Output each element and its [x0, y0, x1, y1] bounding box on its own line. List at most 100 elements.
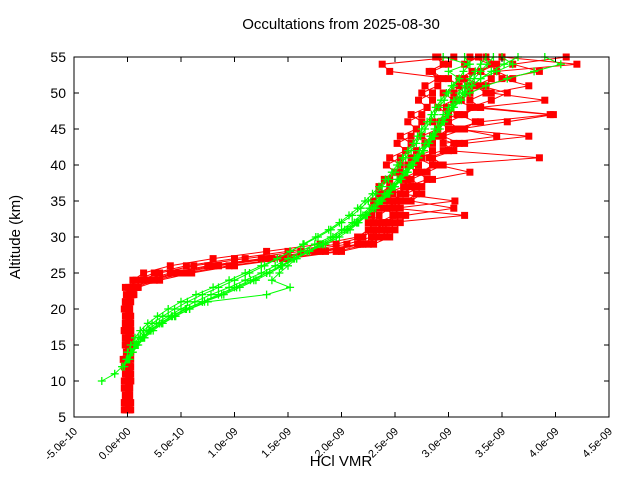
plus-marker	[230, 283, 239, 292]
plus-marker	[230, 276, 239, 285]
square-marker	[525, 132, 533, 140]
plus-marker	[447, 81, 456, 90]
plus-marker	[262, 290, 271, 299]
plus-marker	[324, 225, 333, 234]
square-marker	[389, 211, 397, 219]
x-tick-label: 5.0e-10	[152, 426, 187, 461]
square-marker	[412, 125, 420, 133]
plus-marker	[409, 161, 418, 169]
square-marker	[215, 262, 222, 270]
plus-marker	[427, 110, 436, 119]
square-marker	[450, 139, 458, 147]
square-marker	[396, 190, 404, 198]
square-marker	[150, 276, 158, 284]
square-marker	[156, 269, 164, 277]
square-marker	[368, 233, 375, 241]
profile-line	[123, 56, 494, 367]
plus-marker	[139, 326, 148, 335]
square-marker	[182, 262, 190, 270]
square-marker	[343, 240, 351, 248]
square-marker	[429, 147, 436, 155]
square-marker	[450, 125, 458, 133]
square-marker	[439, 75, 447, 83]
square-marker	[156, 276, 164, 284]
square-marker	[127, 377, 135, 385]
square-marker	[573, 60, 581, 68]
square-marker	[404, 118, 412, 126]
square-marker	[487, 89, 495, 97]
plus-marker	[413, 132, 422, 141]
square-marker	[423, 168, 431, 176]
plus-marker	[353, 204, 362, 213]
square-marker	[126, 327, 134, 335]
plus-marker	[170, 305, 179, 313]
square-marker	[402, 175, 410, 183]
square-marker	[439, 132, 447, 140]
square-marker	[429, 67, 436, 75]
square-marker	[461, 139, 469, 147]
square-marker	[391, 226, 399, 234]
x-tick-label: 0.0e+00	[97, 426, 134, 463]
square-marker	[429, 89, 436, 97]
square-marker	[257, 255, 265, 263]
square-marker	[241, 255, 249, 263]
plus-marker	[468, 81, 476, 90]
square-marker	[429, 96, 436, 104]
square-marker	[525, 82, 533, 90]
square-marker	[434, 82, 442, 90]
plus-marker	[444, 67, 453, 76]
y-tick-label: 10	[50, 373, 66, 389]
plus-marker	[155, 319, 164, 328]
plus-marker	[508, 60, 517, 69]
square-marker	[370, 219, 378, 227]
plus-marker	[377, 197, 386, 205]
square-marker	[225, 262, 233, 270]
square-marker	[209, 255, 217, 263]
square-marker	[535, 67, 543, 75]
square-marker	[386, 197, 394, 205]
square-marker	[364, 226, 372, 234]
square-marker	[487, 75, 495, 83]
square-marker	[126, 399, 134, 407]
square-marker	[133, 283, 141, 291]
plus-marker	[299, 240, 307, 249]
square-marker	[429, 175, 436, 183]
x-tick-label: 1.0e-09	[206, 426, 241, 461]
square-marker	[418, 89, 426, 97]
axis-ticks-layer	[73, 56, 610, 418]
plus-marker	[455, 74, 464, 83]
plus-marker	[305, 247, 314, 256]
y-tick-label: 5	[58, 409, 66, 425]
square-marker	[482, 89, 490, 97]
square-marker	[204, 262, 212, 270]
square-marker	[439, 139, 447, 147]
plus-marker	[449, 103, 458, 112]
square-marker	[332, 240, 340, 248]
plus-marker	[126, 348, 135, 357]
plus-marker	[455, 96, 464, 105]
plus-marker	[402, 168, 411, 177]
square-marker	[380, 204, 388, 212]
square-marker	[407, 111, 415, 119]
square-marker	[429, 154, 436, 162]
square-marker	[354, 233, 362, 241]
square-marker	[455, 125, 463, 133]
plus-marker	[275, 269, 284, 277]
square-marker	[127, 319, 135, 327]
square-marker	[364, 240, 372, 248]
x-tick-label: 4.0e-09	[527, 426, 562, 461]
plus-marker	[122, 355, 131, 364]
square-marker	[461, 211, 469, 219]
plus-marker	[319, 240, 328, 249]
y-tick-label: 40	[50, 157, 66, 173]
plus-marker	[384, 189, 393, 198]
square-marker	[549, 111, 557, 119]
plus-marker	[381, 175, 390, 184]
x-axis-title: HCl VMR	[310, 453, 373, 470]
square-marker	[140, 269, 148, 277]
square-marker	[166, 269, 174, 277]
plus-marker	[198, 290, 207, 299]
plus-marker	[183, 297, 192, 306]
square-marker	[412, 168, 420, 176]
